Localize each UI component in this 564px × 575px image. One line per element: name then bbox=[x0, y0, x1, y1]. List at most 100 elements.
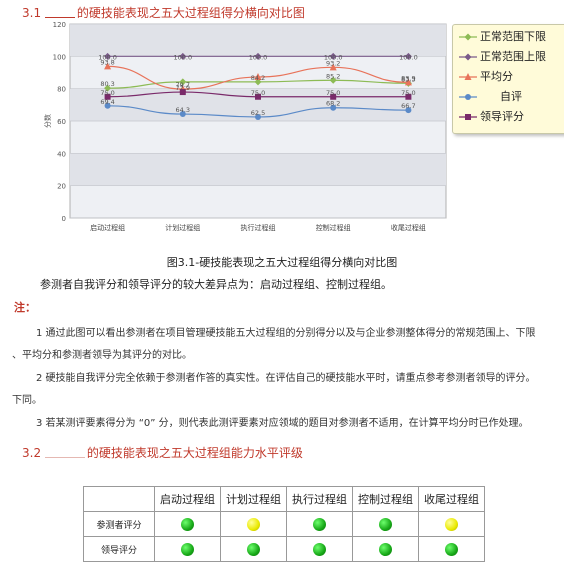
data-label: 62.5 bbox=[251, 109, 265, 117]
data-label: 68.2 bbox=[326, 100, 340, 108]
legend-label: 自评 bbox=[500, 90, 522, 103]
rating-cell bbox=[154, 511, 221, 537]
note-2-line-1: 2 硬技能自我评分完全依赖于参测者作答的真实性。在评估自己的硬技能水平时，请重点… bbox=[36, 373, 536, 384]
data-label: 85.2 bbox=[326, 72, 340, 80]
rating-cell bbox=[286, 511, 353, 537]
data-point bbox=[405, 93, 412, 100]
table-header-cell: 计划过程组 bbox=[220, 486, 287, 512]
data-label: 93.2 bbox=[326, 59, 340, 67]
data-point bbox=[255, 113, 261, 120]
data-label: 84.2 bbox=[251, 74, 265, 82]
x-tick-label: 执行过程组 bbox=[241, 223, 276, 232]
chart-legend: 正常范围下限 正常范围上限 平均分 自评 领导评分 bbox=[452, 24, 564, 134]
rating-indicator-icon bbox=[181, 542, 194, 556]
section-number: 3.2 bbox=[22, 446, 42, 460]
data-point bbox=[179, 111, 186, 118]
note-1-line-1: 1 通过此图可以看出参测者在项目管理硬技能五大过程组的分别得分以及与企业参测整体… bbox=[36, 328, 536, 339]
data-label: 66.7 bbox=[401, 102, 415, 110]
data-label: 100.0 bbox=[399, 53, 418, 61]
data-label: 100.0 bbox=[173, 53, 192, 61]
data-point bbox=[405, 107, 412, 114]
y-tick-label: 0 bbox=[62, 215, 66, 223]
note-2-line-2: 下同。 bbox=[12, 395, 42, 406]
figure-caption: 图3.1-硬技能表现之五大过程组得分横向对比图 bbox=[166, 256, 398, 269]
rating-cell bbox=[220, 536, 287, 562]
table-header-cell: 控制过程组 bbox=[352, 486, 419, 512]
ability-rating-table: 启动过程组 计划过程组 执行过程组 控制过程组 收尾过程组 参测者评分 领导评分 bbox=[83, 486, 485, 562]
data-label: 75.0 bbox=[100, 89, 114, 97]
rating-cell bbox=[352, 511, 419, 537]
data-point bbox=[179, 52, 187, 60]
data-label: 83.9 bbox=[401, 74, 415, 82]
x-tick-label: 计划过程组 bbox=[165, 223, 200, 232]
data-label: 75.0 bbox=[401, 89, 415, 97]
rating-indicator-icon bbox=[313, 517, 326, 531]
data-point bbox=[104, 84, 112, 92]
data-label: 83.3 bbox=[401, 75, 415, 83]
data-label: 64.3 bbox=[176, 106, 190, 114]
data-label: 75.0 bbox=[326, 89, 340, 97]
legend-swatch-icon bbox=[459, 53, 477, 61]
rating-indicator-icon bbox=[379, 517, 392, 531]
row-label: 领导评分 bbox=[83, 536, 155, 562]
table-row: 领导评分 bbox=[83, 536, 485, 562]
row-label: 参测者评分 bbox=[83, 511, 155, 537]
data-label: 80.3 bbox=[100, 80, 114, 88]
section-3-1-title: 3.1 的硬技能表现之五大过程组得分横向对比图 bbox=[22, 4, 305, 21]
data-point bbox=[329, 52, 337, 60]
section-3-2-title: 3.2 的硬技能表现之五大过程组能力水平评级 bbox=[22, 444, 303, 461]
section-title-text: 的硬技能表现之五大过程组得分横向对比图 bbox=[76, 6, 305, 20]
note-1-line-2: 、平均分和参测者领导为其评分的对比。 bbox=[12, 350, 192, 361]
table-header-cell: 收尾过程组 bbox=[418, 486, 485, 512]
grid-band bbox=[70, 153, 446, 186]
data-point bbox=[104, 52, 112, 60]
rating-cell bbox=[154, 536, 221, 562]
x-tick-label: 控制过程组 bbox=[316, 223, 351, 232]
data-label: 100.0 bbox=[249, 53, 268, 61]
table-row: 参测者评分 bbox=[83, 511, 485, 537]
section-title-text: 的硬技能表现之五大过程组能力水平评级 bbox=[86, 446, 303, 460]
redacted-name bbox=[44, 447, 85, 458]
data-label: 79.7 bbox=[176, 81, 190, 89]
line-chart: 0 20 40 60 80 100 120 启动过程组 计划过程组 执行过程组 控制过程组 收尾过程组… bbox=[43, 21, 447, 232]
data-label: 100.0 bbox=[324, 53, 343, 61]
rating-cell bbox=[418, 536, 485, 562]
section-number: 3.1 bbox=[22, 6, 42, 20]
data-point bbox=[104, 93, 111, 100]
table-header-row: 启动过程组 计划过程组 执行过程组 控制过程组 收尾过程组 bbox=[83, 486, 485, 512]
legend-label: 正常范围下限 bbox=[480, 30, 546, 43]
rating-indicator-icon bbox=[181, 517, 194, 531]
note-label: 注： bbox=[14, 301, 36, 314]
legend-swatch-icon bbox=[459, 94, 477, 100]
x-tick-label: 启动过程组 bbox=[90, 223, 125, 232]
y-tick-label: 80 bbox=[57, 86, 66, 94]
y-tick-label: 20 bbox=[57, 183, 66, 191]
data-label: 93.8 bbox=[100, 58, 114, 66]
y-axis-label: 分数 bbox=[43, 114, 52, 128]
data-label: 75.0 bbox=[251, 89, 265, 97]
y-tick-label: 60 bbox=[57, 118, 66, 126]
y-tick-label: 120 bbox=[53, 21, 66, 29]
legend-label: 平均分 bbox=[480, 70, 513, 83]
rating-indicator-icon bbox=[313, 542, 326, 556]
data-point bbox=[330, 93, 337, 100]
data-point bbox=[179, 89, 186, 96]
data-point bbox=[404, 78, 412, 86]
rating-cell bbox=[418, 511, 485, 537]
data-label: 69.4 bbox=[100, 98, 114, 106]
rating-indicator-icon bbox=[247, 517, 260, 531]
rating-cell bbox=[220, 511, 287, 537]
data-point bbox=[104, 62, 112, 70]
table-header-cell: 启动过程组 bbox=[154, 486, 221, 512]
process-group-score-chart: 0 20 40 60 80 100 120 启动过程组 计划过程组 执行过程组 控制过程组 收尾过程组… bbox=[40, 18, 564, 250]
table-header-cell: 执行过程组 bbox=[286, 486, 353, 512]
legend-item: 平均分 bbox=[459, 69, 513, 85]
legend-swatch-icon bbox=[459, 73, 477, 80]
legend-item: 正常范围下限 bbox=[459, 29, 546, 45]
data-point bbox=[254, 52, 262, 60]
note-3: 3 若某测评要素得分为 “0” 分，则代表此测评要素对应领域的题目对参测者不适用… bbox=[36, 418, 529, 429]
legend-swatch-icon bbox=[459, 33, 477, 41]
rating-indicator-icon bbox=[247, 542, 260, 556]
rating-cell bbox=[286, 536, 353, 562]
legend-item: 自评 bbox=[459, 89, 522, 105]
